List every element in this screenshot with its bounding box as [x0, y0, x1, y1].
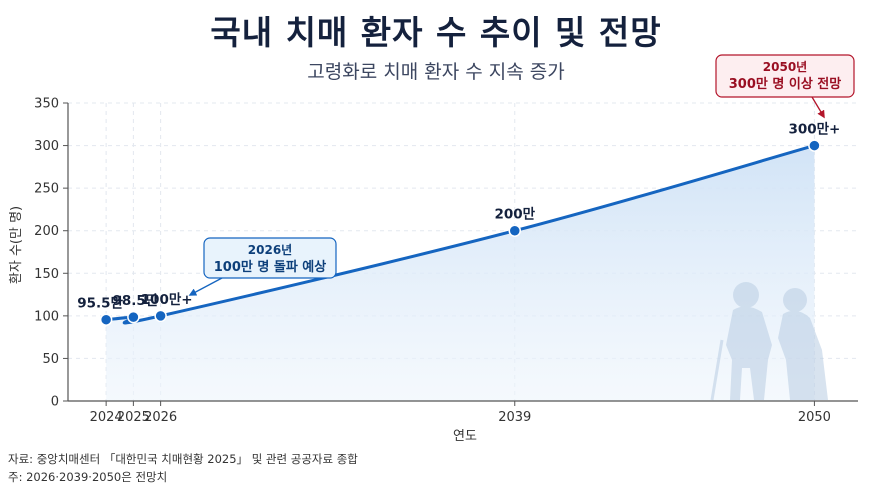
y-tick-label: 0 [51, 395, 59, 410]
y-tick-label: 350 [34, 97, 59, 112]
y-tick-label: 250 [34, 182, 59, 197]
x-tick-label: 2039 [498, 410, 531, 425]
y-tick-label: 100 [34, 309, 59, 324]
callout-text: 2026년 [248, 243, 292, 257]
data-label: 95.5만 [77, 296, 123, 312]
callouts: 2026년 100만 명 돌파 예상 2050년 300만 명 이상 전망 [188, 54, 855, 296]
y-tick-label: 50 [42, 352, 59, 367]
data-point [99, 313, 113, 326]
y-axis-label: 환자 수(만 명) [9, 206, 24, 284]
data-label: 300만+ [788, 122, 840, 138]
data-label: 100만+ [141, 292, 193, 308]
x-tick-label: 2026 [144, 410, 177, 425]
x-tick-label: 2025 [117, 410, 150, 425]
page-subtitle: 고령화로 치매 환자 수 지속 증가 [307, 61, 565, 83]
x-axis-label: 연도 [453, 429, 477, 444]
y-tick-label: 300 [34, 139, 59, 154]
area-fill [106, 145, 815, 401]
x-tick-label: 2024 [90, 410, 123, 425]
callout-box [203, 237, 337, 279]
y-tick-label: 150 [34, 267, 59, 282]
callout-text: 300만 명 이상 전망 [729, 76, 842, 92]
projection-note: 주: 2026·2039·2050은 전망치 [8, 470, 168, 484]
data-point [127, 310, 140, 324]
data-label: 200만 [494, 207, 535, 223]
data-point [508, 224, 522, 237]
callout-arrow [811, 96, 825, 119]
callout-text: 100만 명 돌파 예상 [214, 259, 327, 275]
x-tick-label: 2050 [798, 410, 831, 425]
page-title: 국내 치매 환자 수 추이 및 전망 [210, 13, 662, 52]
elderly-couple-silhouette-icon [710, 282, 828, 401]
y-tick-label: 200 [34, 224, 59, 239]
callout-text: 2050년 [763, 60, 807, 74]
data-label: 98.5만 [113, 293, 159, 309]
data-point [808, 139, 821, 152]
callout-box [715, 54, 855, 98]
source-note: 자료: 중앙치매센터 「대한민국 치매현황 2025」 및 관련 공공자료 종합 [8, 452, 358, 466]
callout-arrow [188, 277, 223, 296]
data-point [154, 309, 167, 323]
